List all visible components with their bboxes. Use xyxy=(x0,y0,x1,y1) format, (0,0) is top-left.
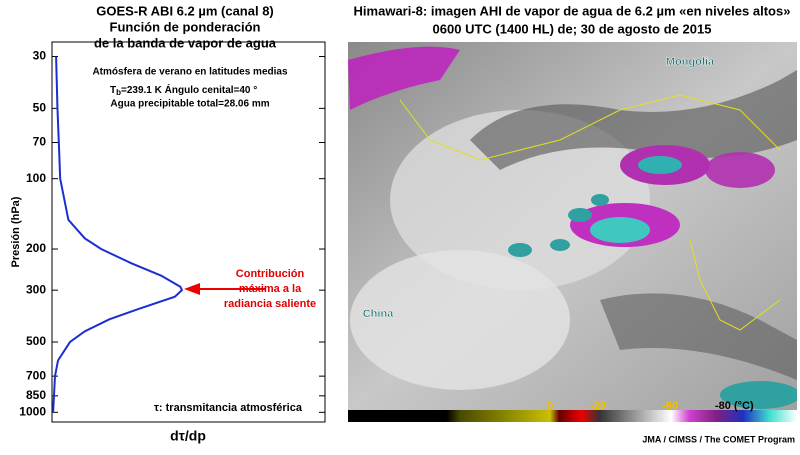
colorbar-label: 0 xyxy=(547,400,553,412)
chart-title: Función de ponderación xyxy=(110,19,261,34)
satellite-image xyxy=(348,42,797,410)
annotation: τ: transmitancia atmosférica xyxy=(154,402,303,414)
annotation-part: T xyxy=(110,85,116,96)
x-axis-label: dτ/dp xyxy=(170,428,206,444)
image-title: 0600 UTC (1400 HL) de; 30 de agosto de 2… xyxy=(433,21,712,36)
annotation: Tb=239.1 K Ángulo cenital=40 ° xyxy=(110,83,257,97)
y-tick-label: 500 xyxy=(26,334,46,348)
chart-title: de la banda de vapor de agua xyxy=(94,35,277,50)
place-label: China xyxy=(363,308,394,320)
annotation-part: b xyxy=(116,88,121,97)
colorbar-label: -60 xyxy=(662,400,678,412)
y-tick-label: 700 xyxy=(26,368,46,382)
y-tick-label: 70 xyxy=(33,135,47,149)
y-tick-label: 100 xyxy=(26,171,46,185)
place-label: Mongolia xyxy=(666,56,715,68)
y-tick-label: 30 xyxy=(33,49,47,63)
image-title: Himawari-8: imagen AHI de vapor de agua … xyxy=(354,3,791,18)
peak-annotation: máxima a la xyxy=(239,283,302,295)
y-tick-label: 200 xyxy=(26,241,46,255)
credit: JMA / CIMSS / The COMET Program xyxy=(642,434,795,444)
weighting-curve xyxy=(52,56,184,413)
y-tick-label: 850 xyxy=(26,388,46,402)
y-tick-label: 1000 xyxy=(19,405,46,419)
colorbar-label: -20 xyxy=(590,400,606,412)
y-tick-label: 300 xyxy=(26,282,46,296)
y-axis-label: Presión (hPa) xyxy=(10,196,22,267)
colorbar-label: -80 (°C) xyxy=(715,400,754,412)
annotation: Agua precipitable total=28.06 mm xyxy=(110,99,269,110)
peak-annotation: Contribución xyxy=(236,268,305,280)
plot-frame xyxy=(51,41,326,423)
annotation-part: =239.1 K Ángulo cenital=40 ° xyxy=(121,83,257,96)
peak-annotation: radiancia saliente xyxy=(224,298,316,310)
chart-title: GOES-R ABI 6.2 µm (canal 8) xyxy=(96,3,274,18)
arrowhead xyxy=(184,283,200,295)
colorbar xyxy=(348,410,797,422)
annotation: Atmósfera de verano en latitudes medias xyxy=(92,67,288,78)
y-tick-label: 50 xyxy=(33,101,47,115)
